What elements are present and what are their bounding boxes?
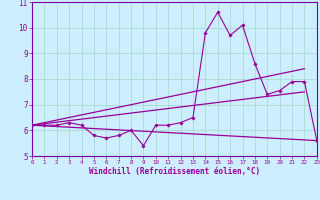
X-axis label: Windchill (Refroidissement éolien,°C): Windchill (Refroidissement éolien,°C)	[89, 167, 260, 176]
